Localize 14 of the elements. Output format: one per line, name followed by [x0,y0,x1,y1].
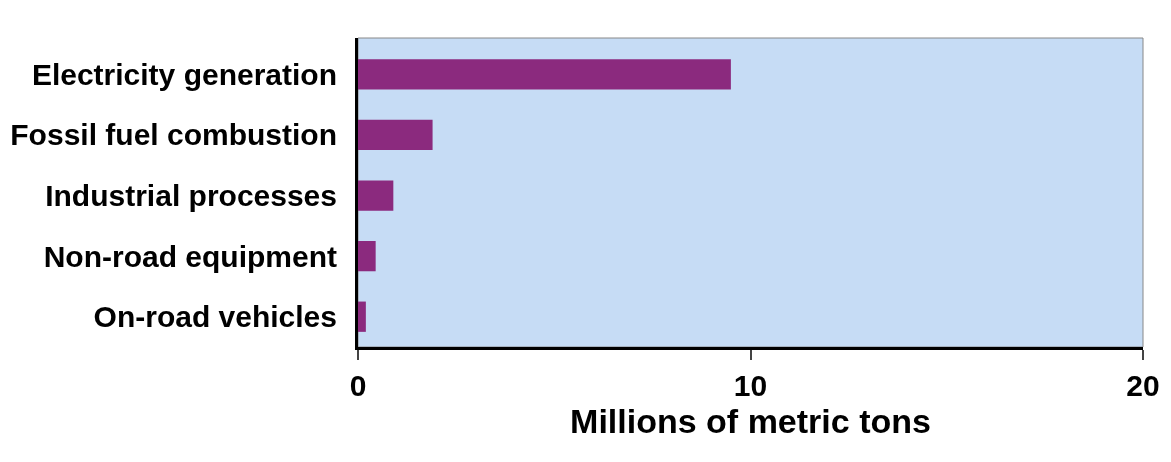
y-tick-label: Non-road equipment [43,239,337,273]
y-tick-label: Electricity generation [31,57,337,91]
x-tick-label: 0 [349,369,367,402]
bar [358,59,731,90]
x-tick-label: 10 [733,369,768,402]
x-axis-title: Millions of metric tons [570,402,931,440]
bar [358,180,394,211]
bar [358,240,376,272]
x-tick-label: 20 [1126,369,1160,402]
y-tick-label: On-road vehicles [93,300,337,334]
y-tick-label: Fossil fuel combustion [10,118,337,152]
y-tick-label: Industrial processes [45,179,337,213]
bar [358,301,366,332]
bar [358,119,433,151]
